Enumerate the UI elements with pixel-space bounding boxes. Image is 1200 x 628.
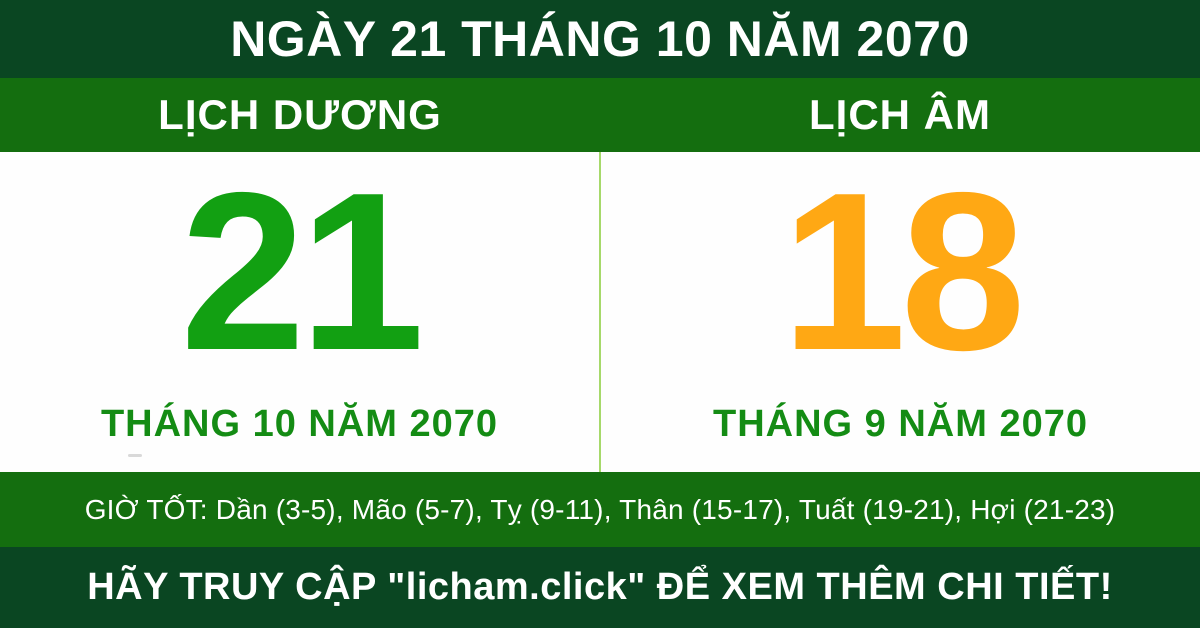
- lunar-day-number: 18: [781, 144, 1025, 397]
- lunar-calendar-header: LỊCH ÂM: [600, 78, 1200, 152]
- lunar-month-label: THÁNG 9 NĂM 2070: [713, 402, 1088, 445]
- good-hours-text: GIỜ TỐT: Dần (3-5), Mão (5-7), Tỵ (9-11)…: [84, 493, 1116, 525]
- date-header-title: NGÀY 21 THÁNG 10 NĂM 2070: [230, 11, 970, 67]
- footer-banner-text: HÃY TRUY CẬP "licham.click" ĐỂ XEM THÊM …: [87, 566, 1113, 608]
- lunar-panel: 18 THÁNG 9 NĂM 2070: [601, 152, 1200, 472]
- calendar-body: 21 THÁNG 10 NĂM 2070 18 THÁNG 9 NĂM 2070: [0, 152, 1200, 472]
- solar-month-label: THÁNG 10 NĂM 2070: [100, 402, 499, 445]
- panel-divider: [599, 152, 601, 472]
- lunar-calendar-label: LỊCH ÂM: [809, 91, 991, 138]
- solar-day-number: 21: [180, 144, 424, 397]
- date-header-bar: NGÀY 21 THÁNG 10 NĂM 2070: [0, 0, 1200, 78]
- smudge-mark: [128, 454, 142, 457]
- solar-calendar-label: LỊCH DƯƠNG: [158, 91, 442, 138]
- footer-banner: HÃY TRUY CẬP "licham.click" ĐỂ XEM THÊM …: [0, 547, 1200, 628]
- good-hours-bar: GIỜ TỐT: Dần (3-5), Mão (5-7), Tỵ (9-11)…: [0, 472, 1200, 547]
- solar-calendar-header: LỊCH DƯƠNG: [0, 78, 600, 152]
- solar-panel: 21 THÁNG 10 NĂM 2070: [0, 152, 599, 472]
- calendar-type-bar: LỊCH DƯƠNG LỊCH ÂM: [0, 78, 1200, 152]
